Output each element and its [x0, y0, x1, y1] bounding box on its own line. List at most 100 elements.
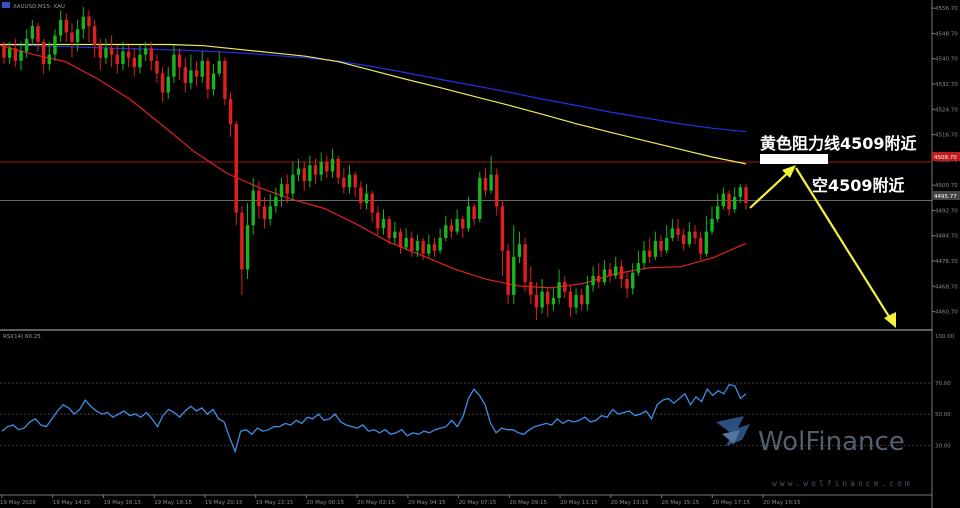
candle-body — [206, 60, 210, 90]
candle-body — [30, 26, 35, 39]
candle-body — [64, 19, 69, 33]
candle-body — [291, 174, 295, 194]
arrow-up-line — [749, 168, 793, 209]
candle-body — [177, 54, 182, 68]
candle-body — [710, 218, 714, 232]
candle-body — [523, 244, 527, 283]
candle-body — [279, 184, 284, 197]
x-tick-label: 19 May 22:15 — [256, 500, 294, 506]
candle-body — [381, 218, 386, 229]
candle-body — [353, 174, 357, 188]
rsi-level-label: 100.00 — [935, 334, 955, 340]
candle-body — [681, 234, 686, 245]
x-tick-label: 19 May 14:15 — [53, 500, 91, 506]
candle-body — [461, 218, 465, 229]
current-price-tag — [932, 191, 960, 200]
candle-body — [602, 269, 607, 283]
y-tick-label: 4468.70 — [935, 284, 958, 290]
candle-body — [404, 237, 408, 248]
candle-body — [138, 54, 142, 68]
y-tick-label: 4548.70 — [935, 31, 958, 37]
wolfinance-logo-icon — [716, 416, 750, 446]
x-tick-label: 20 May 04:15 — [408, 500, 446, 506]
candle-body — [659, 241, 663, 251]
rsi-level-label: 70.00 — [935, 381, 951, 387]
candle-body — [648, 250, 652, 257]
candle-body — [449, 225, 454, 232]
candle-body — [189, 70, 193, 84]
candle-body — [302, 168, 306, 182]
x-tick-label: 19 May 16:15 — [103, 500, 141, 506]
candle-body — [370, 193, 374, 213]
candle-body — [104, 48, 108, 58]
candle-body — [546, 291, 550, 305]
candle-body — [47, 54, 52, 65]
candle-body — [262, 206, 267, 219]
candle-body — [234, 124, 238, 213]
candle-body — [223, 60, 227, 99]
candle-body — [87, 16, 91, 27]
short-note: 空4509附近 — [812, 176, 905, 195]
candle-body — [92, 26, 97, 46]
x-tick-label: 20 May 19:15 — [763, 500, 801, 506]
y-tick-label: 4484.70 — [935, 234, 958, 240]
candle-body — [98, 45, 102, 58]
candle-body — [330, 158, 335, 172]
y-tick-label: 4476.70 — [935, 259, 958, 265]
candle-body — [172, 54, 176, 77]
candle-body — [478, 177, 482, 219]
arrow-down-line — [795, 167, 894, 324]
candle-body — [687, 231, 692, 245]
candle-body — [614, 266, 618, 276]
candle-body — [143, 48, 148, 55]
candle-body — [410, 237, 414, 251]
y-tick-label: 4532.70 — [935, 82, 958, 88]
candle-body — [296, 168, 301, 175]
symbol-flag-icon — [2, 2, 10, 8]
candle-body — [715, 206, 720, 219]
candle-body — [245, 225, 250, 270]
candle-body — [631, 272, 635, 289]
candle-body — [132, 57, 136, 68]
candle-body — [744, 187, 748, 204]
candle-body — [721, 193, 726, 207]
y-tick-label: 4516.70 — [935, 133, 958, 139]
candle-body — [551, 297, 556, 305]
candle-body — [529, 282, 533, 295]
candle-body — [200, 60, 204, 77]
ma-red-line — [0, 44, 747, 289]
x-tick-label: 20 May 17:15 — [712, 500, 750, 506]
candle-body — [109, 48, 114, 55]
candle-body — [217, 60, 221, 74]
candle-body — [308, 165, 312, 182]
arrow-down-head — [884, 312, 896, 328]
candle-body — [36, 26, 40, 42]
candle-body — [495, 174, 499, 207]
y-tick-label: 4540.70 — [935, 57, 958, 63]
candle-body — [512, 256, 516, 295]
rsi-line — [1, 383, 747, 454]
x-tick-label: 20 May 09:15 — [509, 500, 547, 506]
candle-body — [608, 269, 612, 276]
candle-body — [183, 67, 187, 84]
candle-body — [24, 38, 29, 52]
candle-body — [506, 250, 510, 295]
candle-body — [534, 294, 539, 308]
candle-body — [415, 241, 420, 251]
arrow-up-head — [782, 165, 796, 178]
watermark-url: www.wolfinance.com — [772, 479, 913, 488]
ma-blue-line — [0, 43, 747, 133]
candle-body — [240, 212, 244, 270]
candle-body — [489, 174, 493, 191]
candle-body — [211, 73, 216, 90]
candle-body — [557, 282, 561, 298]
candle-body — [251, 190, 255, 226]
candle-body — [387, 218, 391, 238]
moving-average-layer — [0, 43, 747, 289]
x-tick-label: 20 May 07:15 — [459, 500, 497, 506]
annotation-layer — [749, 165, 896, 328]
candle-body — [432, 244, 437, 251]
candle-body — [421, 241, 425, 254]
candle-body — [13, 48, 18, 61]
